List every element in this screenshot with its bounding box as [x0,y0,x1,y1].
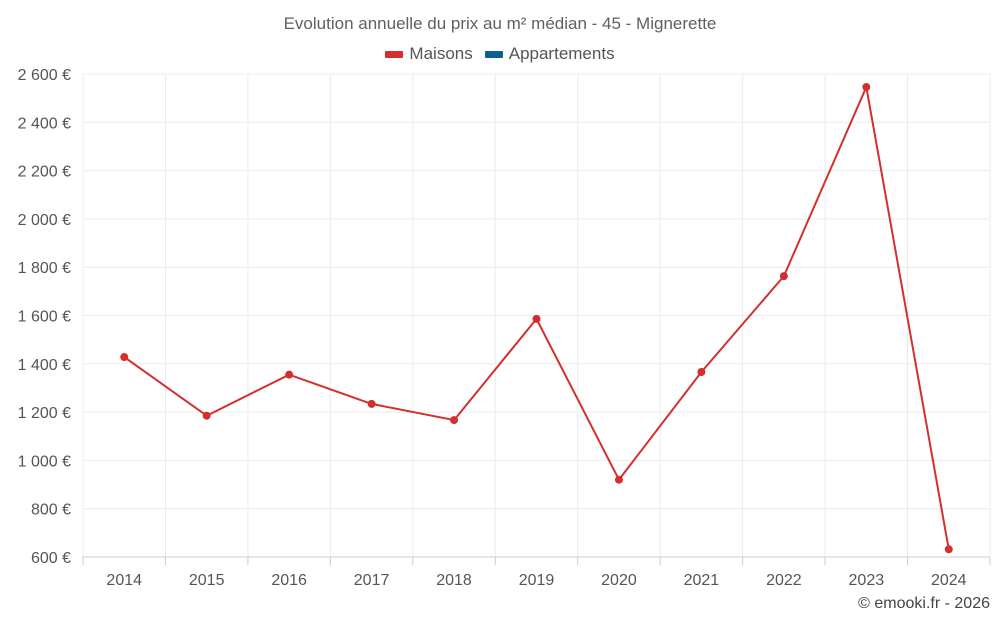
x-tick-label: 2023 [849,572,885,589]
data-point-maisons [532,314,541,323]
y-tick-label: 2 200 € [18,164,71,181]
y-tick-label: 2 400 € [18,115,71,132]
data-point-maisons [367,399,376,408]
y-tick-label: 800 € [31,502,71,519]
data-point-maisons [697,368,706,377]
y-tick-label: 1 000 € [18,453,71,470]
credit-text: © emooki.fr - 2026 [858,595,990,612]
chart-title: Evolution annuelle du prix au m² médian … [283,14,717,33]
legend-swatch-appartements [484,50,503,58]
legend-item-appartements[interactable]: Appartements [484,44,615,64]
x-tick-label: 2015 [189,572,225,589]
legend-label-appartements: Appartements [508,44,615,63]
legend-item-maisons[interactable]: Maisons [385,44,473,64]
data-point-maisons [450,416,459,425]
y-tick-label: 600 € [31,550,71,567]
legend-label-maisons: Maisons [409,44,473,63]
data-point-maisons [862,83,871,92]
x-tick-label: 2020 [601,572,637,589]
x-tick-label: 2019 [519,572,555,589]
x-tick-label: 2021 [684,572,720,589]
data-point-maisons [779,272,788,281]
data-point-maisons [614,475,623,484]
data-point-maisons [120,353,129,362]
data-point-maisons [285,370,294,379]
y-tick-label: 1 400 € [18,357,71,374]
y-tick-label: 1 800 € [18,260,71,277]
y-tick-label: 1 200 € [18,405,71,422]
x-tick-label: 2017 [354,572,390,589]
y-tick-label: 2 600 € [18,67,71,84]
x-tick-label: 2024 [931,572,967,589]
y-tick-label: 1 600 € [18,309,71,326]
x-tick-label: 2014 [106,572,142,589]
chart-legend: Maisons Appartements [0,44,1000,64]
x-tick-label: 2018 [436,572,472,589]
x-tick-label: 2016 [271,572,307,589]
x-tick-label: 2022 [766,572,802,589]
legend-swatch-maisons [385,50,404,58]
y-tick-label: 2 000 € [18,212,71,229]
data-point-maisons [944,545,953,554]
data-point-maisons [202,411,211,420]
